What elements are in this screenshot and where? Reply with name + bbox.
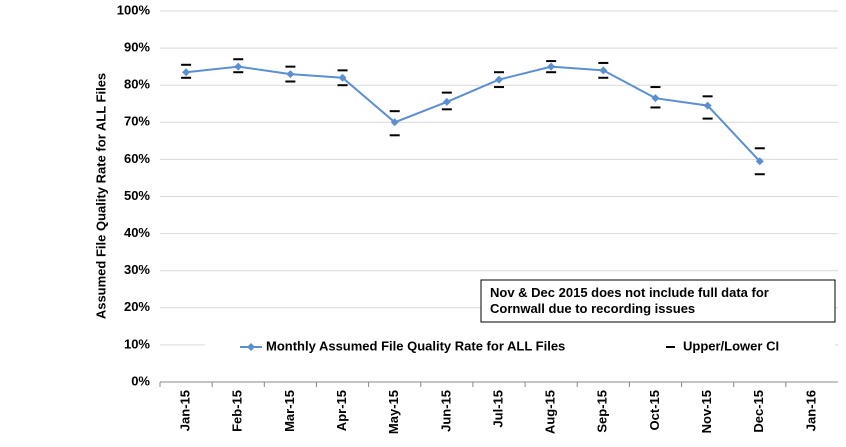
x-tick-label: Nov-15 [699, 390, 714, 433]
y-tick-label: 50% [124, 188, 150, 203]
x-tick-label: Oct-15 [647, 390, 662, 430]
data-point [651, 94, 660, 103]
x-tick-label: Jan-16 [803, 390, 818, 431]
x-tick-label: Aug-15 [543, 390, 558, 434]
legend-box [205, 334, 835, 360]
data-point [495, 75, 503, 84]
x-tick-label: Mar-15 [282, 390, 297, 432]
x-tick-label: Apr-15 [334, 390, 349, 431]
y-tick-label: 90% [124, 40, 150, 55]
annotation: Nov & Dec 2015 does not include full dat… [490, 285, 769, 316]
data-line [185, 65, 761, 162]
y-tick-label: 70% [124, 114, 150, 129]
legend-label: Upper/Lower CI [683, 338, 779, 353]
x-tick-label: May-15 [386, 390, 401, 434]
legend-marker [247, 343, 255, 351]
x-tick-label: Sep-15 [595, 390, 610, 433]
x-tick-label: Jun-15 [438, 390, 453, 432]
legend-label: Monthly Assumed File Quality Rate for AL… [266, 338, 565, 353]
annotation-line: Nov & Dec 2015 does not include full dat… [490, 285, 769, 300]
x-tick-label: Jul-15 [490, 390, 505, 428]
y-tick-label: 30% [124, 262, 150, 277]
y-tick-label: 100% [117, 2, 151, 17]
data-point [703, 101, 712, 110]
annotation-box [480, 279, 836, 323]
x-tick-label: Dec-15 [751, 390, 766, 433]
data-point [338, 73, 347, 82]
annotation-line: Cornwall due to recording issues [490, 301, 695, 316]
data-point [234, 62, 243, 71]
y-tick-label: 60% [124, 151, 150, 166]
data-point [442, 97, 451, 106]
y-tick-label: 40% [124, 225, 150, 240]
y-tick-label: 20% [124, 299, 150, 314]
x-tick-label: Jan-15 [178, 390, 193, 431]
y-tick-label: 0% [131, 373, 150, 388]
data-point [286, 70, 295, 79]
data-point [547, 62, 556, 71]
y-tick-label: 10% [124, 336, 150, 351]
data-point [390, 118, 399, 127]
y-axis-label: Assumed File Quality Rate for ALL Files [93, 73, 108, 319]
y-tick-label: 80% [124, 77, 150, 92]
data-point [755, 157, 764, 166]
data-point [599, 66, 608, 75]
x-tick-label: Feb-15 [230, 390, 245, 432]
data-point [182, 68, 191, 77]
